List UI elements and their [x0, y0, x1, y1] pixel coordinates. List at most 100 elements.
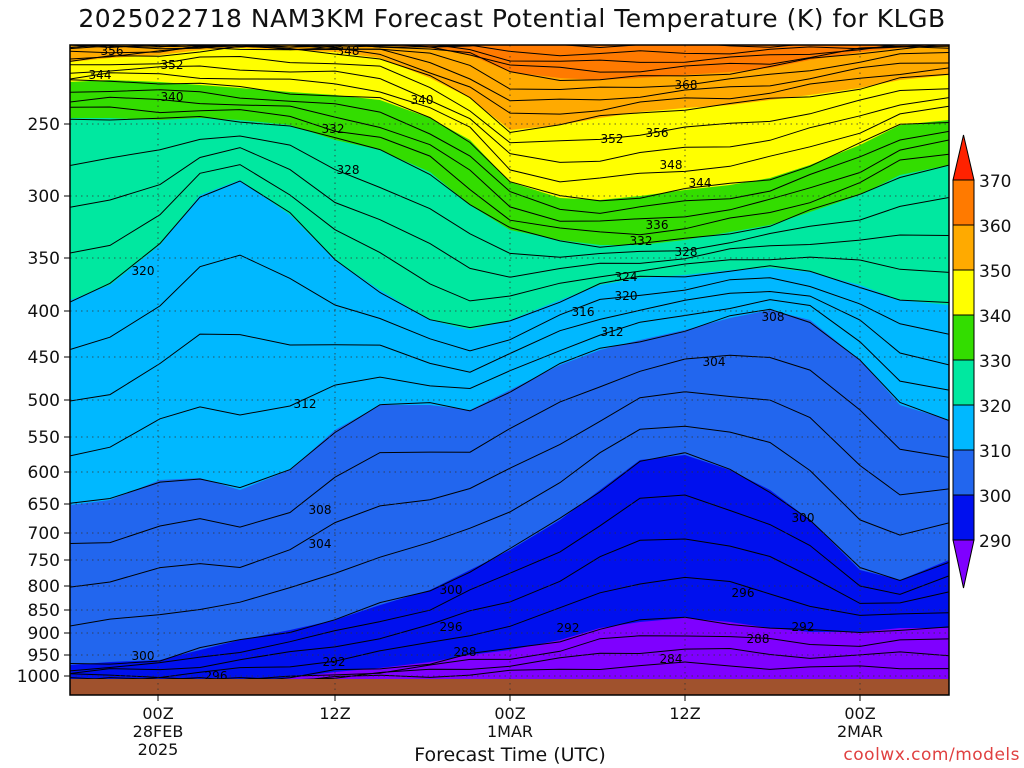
contour-label: 304 — [309, 537, 332, 551]
contour-label: 284 — [660, 652, 683, 666]
colorbar-segment — [952, 404, 975, 451]
contour-label: 320 — [615, 289, 638, 303]
y-tick-label: 700 — [28, 524, 60, 544]
colorbar-segment — [952, 359, 975, 406]
y-tick-label: 350 — [28, 249, 60, 269]
colorbar-segment — [952, 179, 975, 226]
colorbar-label: 310 — [979, 442, 1011, 462]
contour-label: 324 — [615, 270, 638, 284]
contour-label: 316 — [572, 305, 595, 319]
colorbar-bottom-arrow — [952, 539, 975, 589]
x-tick-label: 12Z — [319, 704, 350, 723]
contour-label: 300 — [132, 649, 155, 663]
y-tick-label: 650 — [28, 495, 60, 515]
contour-line — [70, 254, 949, 352]
contour-label: 344 — [689, 176, 712, 190]
colorbar-segment — [952, 224, 975, 271]
contour-label: 288 — [747, 632, 770, 646]
contour-line — [70, 425, 949, 627]
contour-label: 356 — [101, 44, 124, 58]
contour-label: 296 — [732, 586, 755, 600]
contour-label: 340 — [161, 90, 184, 104]
colorbar-segment — [952, 269, 975, 316]
contour-label: 308 — [309, 503, 332, 517]
contour-label: 368 — [675, 78, 698, 92]
chart-title: 2025022718 NAM3KM Forecast Potential Tem… — [78, 4, 946, 33]
contour-label: 320 — [132, 264, 155, 278]
y-tick-label: 500 — [28, 391, 60, 411]
x-tick-label: 12Z — [669, 704, 700, 723]
contour-line — [90, 45, 949, 73]
x-tick-label: 2MAR — [837, 722, 883, 741]
colorbar-top-arrow — [952, 134, 975, 181]
contour-label: 292 — [792, 620, 815, 634]
contour-label: 288 — [454, 645, 477, 659]
contour-label: 300 — [440, 583, 463, 597]
contour-label: 328 — [675, 245, 698, 259]
x-tick-label: 00Z — [494, 704, 525, 723]
y-tick-label: 900 — [28, 624, 60, 644]
colorbar-label: 340 — [979, 307, 1011, 327]
contour-line — [70, 452, 949, 665]
contour-label: 352 — [601, 132, 624, 146]
contour-line — [70, 96, 949, 222]
contour-line — [70, 45, 949, 134]
y-tick-label: 550 — [28, 428, 60, 448]
contour-label: 352 — [161, 58, 184, 72]
colorbar-label: 290 — [979, 532, 1011, 552]
grid-lines — [70, 45, 949, 695]
y-tick-label: 450 — [28, 348, 60, 368]
band-0 — [70, 618, 949, 695]
contour-label: 304 — [703, 355, 726, 369]
contour-label: 292 — [323, 655, 346, 669]
contour-line — [70, 576, 949, 679]
contour-line — [70, 46, 949, 115]
y-tick-label: 950 — [28, 646, 60, 666]
y-tick-label: 850 — [28, 601, 60, 621]
contour-label: 296 — [440, 620, 463, 634]
contour-label: 312 — [601, 325, 624, 339]
colorbar-segment — [952, 314, 975, 361]
colorbar-label: 360 — [979, 217, 1011, 237]
y-axis: 250 300 350 400 450 500 550 600 650 700 750 800 850 9… — [17, 115, 70, 687]
contour-label: 348 — [660, 158, 683, 172]
contour-label: 300 — [792, 511, 815, 525]
contour-line — [70, 391, 949, 588]
colorbar-label: 300 — [979, 487, 1011, 507]
y-tick-label: 750 — [28, 551, 60, 571]
colorbar-label: 330 — [979, 352, 1011, 372]
y-tick-label: 800 — [28, 577, 60, 597]
y-tick-label: 250 — [28, 115, 60, 135]
x-tick-label: 00Z — [142, 704, 173, 723]
colorbar-segment — [952, 494, 975, 541]
y-tick-label: 400 — [28, 302, 60, 322]
x-tick-label: 2025 — [138, 740, 179, 759]
contour-label: 344 — [89, 68, 112, 82]
x-tick-label: 28FEB — [133, 722, 184, 741]
contour-line — [70, 135, 949, 258]
x-tick-label: 00Z — [844, 704, 875, 723]
contour-line — [70, 65, 949, 163]
contour-label: 332 — [630, 234, 653, 248]
y-tick-label: 300 — [28, 187, 60, 207]
contour-label: 308 — [762, 310, 785, 324]
colorbar: 290 300 310 320 330 340 350 360 370 — [952, 134, 1011, 589]
colorbar-label: 350 — [979, 262, 1011, 282]
contour-label: 292 — [557, 621, 580, 635]
contour-label: 312 — [294, 397, 317, 411]
x-axis-title: Forecast Time (UTC) — [414, 744, 606, 766]
contour-labels: 356 348 352 344 340 340 332 328 368 352 356 348 344 3… — [89, 44, 815, 683]
contour-label: 336 — [646, 218, 669, 232]
contour-line — [70, 79, 949, 202]
ground-surface — [70, 679, 949, 695]
source-credit: coolwx.com/models — [843, 745, 1020, 765]
x-tick-label: 1MAR — [487, 722, 533, 741]
contour-label: 356 — [646, 126, 669, 140]
contour-line — [70, 89, 949, 214]
colorbar-label: 320 — [979, 397, 1011, 417]
contour-line — [70, 106, 949, 236]
y-tick-label: 1000 — [17, 667, 60, 687]
contour-label: 340 — [411, 93, 434, 107]
